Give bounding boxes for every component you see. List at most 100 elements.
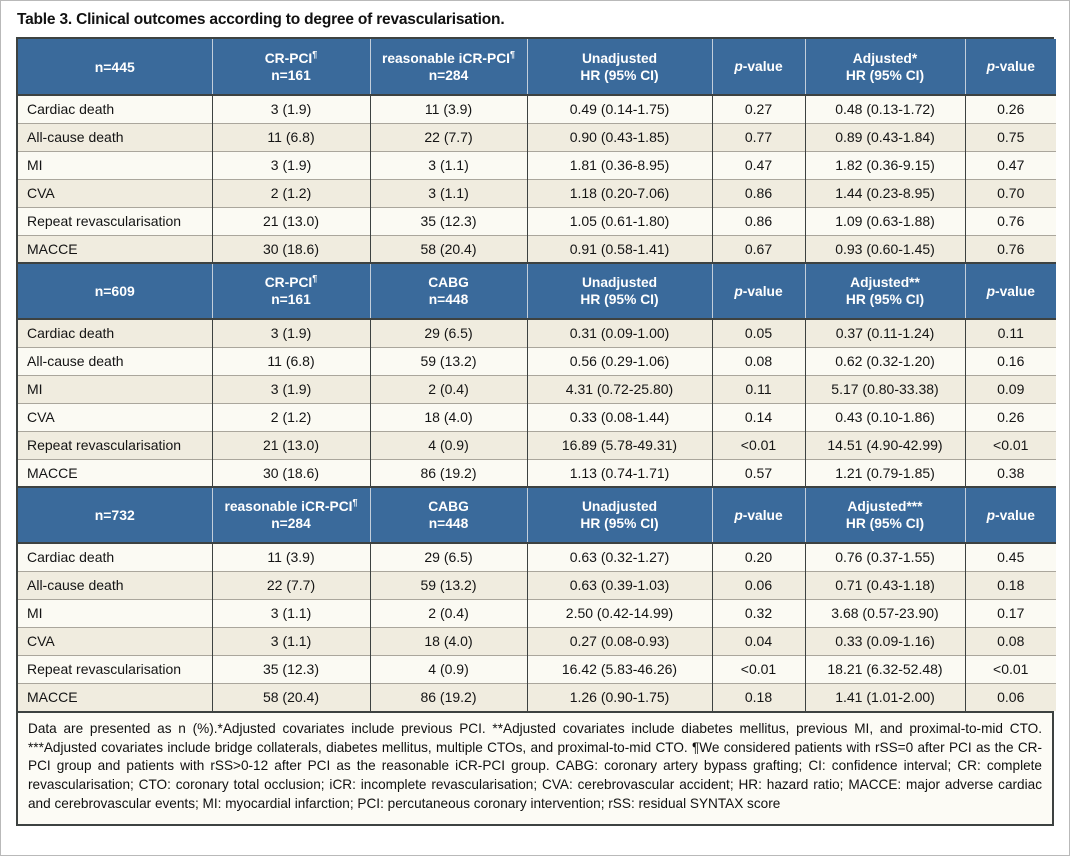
value-cell: 86 (19.2) [369,458,527,487]
value-cell: 3 (1.9) [211,318,370,347]
outcome-row: MI 3 (1.9) 2 (0.4) 4.31 (0.72-25.80) 0.11 5.1… [18,374,1056,403]
value-cell: 86 (19.2) [369,682,527,711]
outcome-row: CVA 2 (1.2) 3 (1.1) 1.18 (0.20-7.06) 0.86 1.4… [18,178,1056,207]
value-cell: 4.31 (0.72-25.80) [526,374,712,403]
value-cell: 1.21 (0.79-1.85) [804,458,965,487]
value-cell: 0.33 (0.09-1.16) [804,626,965,655]
p-value-header-cell: p-value [964,262,1056,320]
value-cell: 0.18 [711,682,805,711]
value-cell: 0.18 [964,570,1056,599]
value-cell: 1.05 (0.61-1.80) [526,206,712,235]
value-cell: 0.43 (0.10-1.86) [804,402,965,431]
outcome-row: Repeat revascularisation 21 (13.0) 4 (0.9)… [18,430,1056,459]
p-value-header-cell: p-value [711,486,805,544]
outcome-label-cell: Repeat revascularisation [18,206,212,235]
value-cell: 22 (7.7) [369,122,527,151]
value-cell: 18 (4.0) [369,626,527,655]
value-cell: 0.27 (0.08-0.93) [526,626,712,655]
outcome-label-cell: MACCE [18,234,212,263]
p-value-header-cell: p-value [964,39,1056,96]
p-value-header-cell: p-value [964,486,1056,544]
value-cell: 35 (12.3) [369,206,527,235]
table-frame: n=445 CR-PCI¶ n=161 reasonable iCR-PCI¶ n=28… [16,37,1056,826]
value-cell: 0.91 (0.58-1.41) [526,234,712,263]
outcome-label-cell: MI [18,374,212,403]
outcome-row: All-cause death 11 (6.8) 59 (13.2) 0.56 (0.… [18,346,1056,375]
value-cell: 58 (20.4) [211,682,370,711]
value-cell: 2 (1.2) [211,178,370,207]
value-cell: 1.18 (0.20-7.06) [526,178,712,207]
value-cell: 0.11 [711,374,805,403]
value-cell: 0.27 [711,94,805,123]
value-cell: 0.76 [964,206,1056,235]
outcome-row: CVA 2 (1.2) 18 (4.0) 0.33 (0.08-1.44) 0.14 0.… [18,402,1056,431]
clinical-outcomes-table: n=445 CR-PCI¶ n=161 reasonable iCR-PCI¶ n=28… [18,39,1056,711]
value-cell: 1.26 (0.90-1.75) [526,682,712,711]
value-cell: 59 (13.2) [369,570,527,599]
value-cell: 3 (1.9) [211,374,370,403]
outcome-label-cell: CVA [18,178,212,207]
value-cell: 0.20 [711,542,805,571]
outcome-row: MACCE 58 (20.4) 86 (19.2) 1.26 (0.90-1.75) 0… [18,682,1056,711]
value-cell: 0.06 [964,682,1056,711]
column-header-cell: Adjusted** HR (95% CI) [804,262,965,320]
value-cell: 0.38 [964,458,1056,487]
value-cell: 35 (12.3) [211,654,370,683]
value-cell: <0.01 [964,430,1056,459]
section-header-row: n=445 CR-PCI¶ n=161 reasonable iCR-PCI¶ n=28… [18,39,1056,96]
value-cell: 1.41 (1.01-2.00) [804,682,965,711]
outcome-label-cell: CVA [18,402,212,431]
column-header-cell: Adjusted*** HR (95% CI) [804,486,965,544]
table-title: Table 3. Clinical outcomes according to … [17,11,505,28]
outcome-label-cell: All-cause death [18,122,212,151]
value-cell: 4 (0.9) [369,430,527,459]
outcome-row: Repeat revascularisation 35 (12.3) 4 (0.9)… [18,654,1056,683]
value-cell: 0.71 (0.43-1.18) [804,570,965,599]
value-cell: 0.17 [964,598,1056,627]
value-cell: 0.37 (0.11-1.24) [804,318,965,347]
outcome-label-cell: Repeat revascularisation [18,430,212,459]
outcome-label-cell: All-cause death [18,346,212,375]
value-cell: 21 (13.0) [211,206,370,235]
value-cell: 58 (20.4) [369,234,527,263]
value-cell: 0.70 [964,178,1056,207]
value-cell: 0.90 (0.43-1.85) [526,122,712,151]
value-cell: 0.33 (0.08-1.44) [526,402,712,431]
section-n-cell: n=609 [18,262,212,320]
value-cell: 0.47 [711,150,805,179]
p-value-header-cell: p-value [711,262,805,320]
value-cell: 2 (0.4) [369,598,527,627]
value-cell: <0.01 [964,654,1056,683]
value-cell: 3 (1.1) [369,178,527,207]
value-cell: 0.77 [711,122,805,151]
value-cell: 0.56 (0.29-1.06) [526,346,712,375]
value-cell: 14.51 (4.90-42.99) [804,430,965,459]
value-cell: 0.86 [711,178,805,207]
value-cell: 30 (18.6) [211,458,370,487]
outcome-label-cell: CVA [18,626,212,655]
outcome-label-cell: MACCE [18,682,212,711]
outcome-label-cell: Cardiac death [18,94,212,123]
value-cell: 0.86 [711,206,805,235]
column-header-cell: Adjusted* HR (95% CI) [804,39,965,96]
outcome-label-cell: Repeat revascularisation [18,654,212,683]
value-cell: 2.50 (0.42-14.99) [526,598,712,627]
value-cell: 0.14 [711,402,805,431]
value-cell: 30 (18.6) [211,234,370,263]
outcome-label-cell: MI [18,150,212,179]
value-cell: 2 (0.4) [369,374,527,403]
outcome-row: MI 3 (1.1) 2 (0.4) 2.50 (0.42-14.99) 0.32 3.6… [18,598,1056,627]
p-value-header-cell: p-value [711,39,805,96]
section-header-row: n=732 reasonable iCR-PCI¶ n=284 CABG n=448 Un… [18,486,1056,544]
value-cell: 59 (13.2) [369,346,527,375]
value-cell: 29 (6.5) [369,318,527,347]
value-cell: 11 (6.8) [211,122,370,151]
value-cell: 11 (6.8) [211,346,370,375]
outcome-row: Cardiac death 11 (3.9) 29 (6.5) 0.63 (0.32-… [18,542,1056,571]
value-cell: 0.04 [711,626,805,655]
column-header-cell: CABG n=448 [369,262,527,320]
value-cell: 0.93 (0.60-1.45) [804,234,965,263]
value-cell: 1.44 (0.23-8.95) [804,178,965,207]
column-header-cell: reasonable iCR-PCI¶ n=284 [211,486,370,544]
value-cell: 0.26 [964,402,1056,431]
